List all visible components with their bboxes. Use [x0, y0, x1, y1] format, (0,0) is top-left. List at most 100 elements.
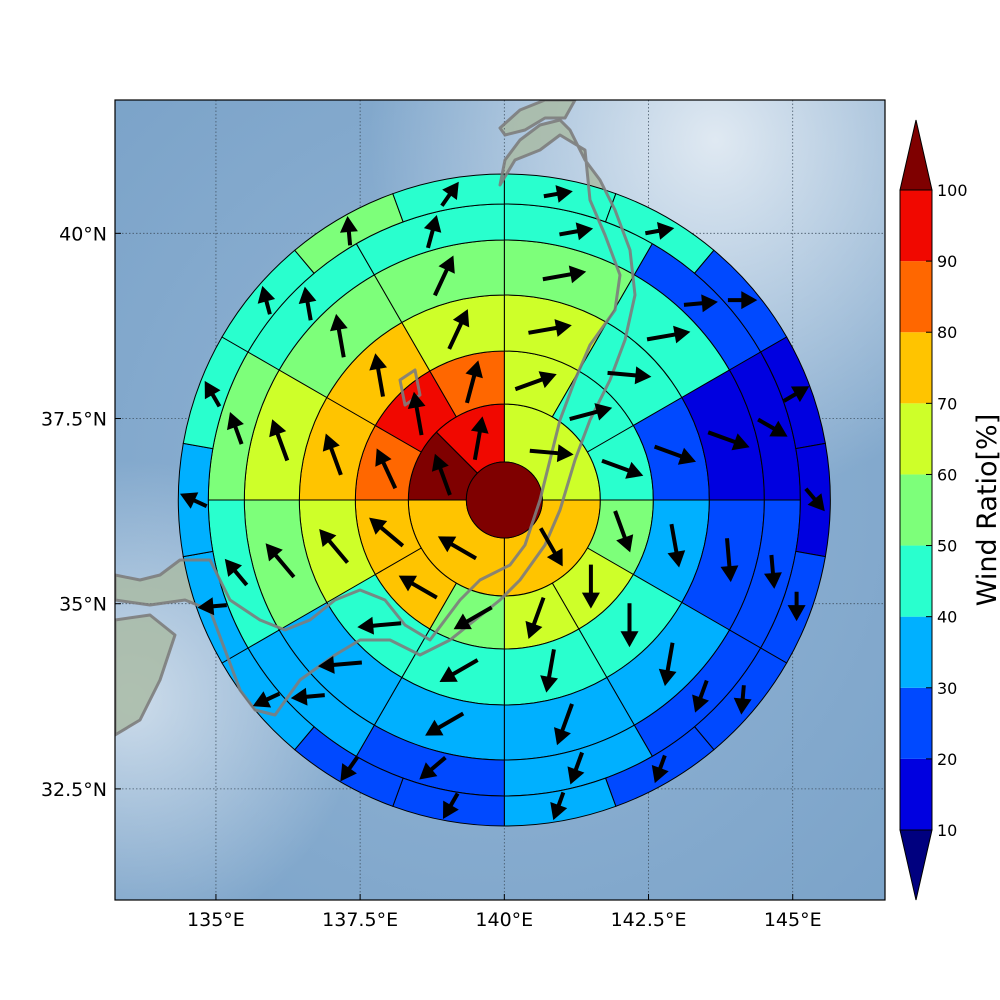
y-tick-label: 32.5°N — [41, 779, 107, 801]
map-frame — [114, 99, 886, 901]
ring-5-sector-5-wind-arrow — [692, 679, 709, 713]
ring-6-sector-4-wind-arrow — [782, 386, 810, 403]
ring-5-sector-1-wind-arrow — [559, 222, 594, 241]
ring-4-sector-5-wind-arrow — [658, 642, 677, 687]
ring-3-sector-4-wind-arrow — [667, 523, 686, 568]
ring-5-sector-12-wind-arrow — [423, 215, 442, 249]
y-tick-label: 35°N — [59, 594, 107, 616]
ring-3-sector-3-wind-arrow — [653, 444, 696, 465]
sector-cells — [177, 173, 831, 827]
ring-2-sector-3-wind-arrow — [601, 458, 644, 479]
ring-1-sector-4-wind-arrow — [431, 453, 452, 496]
ring-5-sector-7-wind-arrow — [419, 756, 447, 780]
ring-2-sector-4-wind-arrow — [613, 510, 634, 553]
colorbar-segment — [900, 190, 932, 262]
ring-1-sector-3-wind-arrow — [437, 536, 477, 561]
ring-3-sector-2-wind-arrow — [607, 366, 652, 385]
ring-1-sector-1-wind-arrow — [529, 444, 574, 463]
colorbar-segment — [900, 403, 932, 475]
ring-3-sector-5-wind-arrow — [620, 603, 639, 648]
ring-5-sector-9-wind-arrow — [224, 558, 249, 587]
ring-2-sector-6-wind-arrow — [525, 597, 546, 639]
ring-2-sector-7-wind-arrow — [453, 605, 493, 630]
ring-6-sector-13-wind-arrow — [197, 597, 227, 616]
land-hokkaido-coastline — [498, 100, 577, 137]
ring-4-sector-11-wind-arrow — [330, 313, 348, 358]
ring-2-sector-5-wind-arrow — [581, 564, 600, 609]
ring-2-sector-12-wind-arrow — [465, 360, 483, 404]
colorbar-segment — [900, 758, 932, 830]
land-hokkaido — [500, 100, 575, 135]
land-sado-coastline — [398, 368, 422, 407]
ring-2-sector-9-wind-arrow — [369, 517, 405, 548]
ring-2-sector-1-wind-arrow — [514, 371, 557, 392]
x-tick-label: 137.5°E — [322, 909, 398, 931]
colorbar-segment — [900, 687, 932, 759]
colorbar-tick-label: 60 — [937, 465, 957, 484]
ring-6-sector-3-wind-arrow — [727, 291, 758, 310]
colorbar-segment — [900, 261, 932, 333]
ring-6-sector-6-wind-arrow — [787, 591, 806, 622]
ring-6-sector-11-wind-arrow — [340, 756, 359, 782]
ring-6-sector-9-wind-arrow — [550, 791, 568, 821]
ring-6-sector-14-wind-arrow — [180, 492, 208, 509]
land-kii — [115, 615, 175, 735]
ring-4-sector-3-wind-arrow — [707, 430, 750, 451]
ring-4-sector-9-wind-arrow — [265, 543, 296, 579]
colorbar: 10 20 30 40 50 60 70 80 90 100 — [899, 119, 968, 901]
ring-4-sector-8-wind-arrow — [318, 656, 362, 674]
colorbar-tick-label: 90 — [937, 252, 957, 271]
ring-3-sector-10-wind-arrow — [322, 433, 343, 476]
ring-3-sector-6-wind-arrow — [540, 649, 558, 693]
ring-4-sector-2-wind-arrow — [646, 325, 691, 344]
x-tick-label: 145°E — [764, 909, 822, 931]
ring-3-sector-11-wind-arrow — [369, 353, 387, 397]
colorbar-segment — [900, 332, 932, 404]
ring-6-sector-16-wind-arrow — [257, 285, 276, 315]
colorbar-tick-label: 20 — [937, 750, 957, 769]
x-tick-label: 142.5°E — [611, 909, 687, 931]
ring-6-sector-15-wind-arrow — [204, 380, 222, 408]
ring-3-sector-8-wind-arrow — [357, 616, 402, 635]
colorbar-tick-label: 40 — [937, 608, 957, 627]
ring-5-sector-8-wind-arrow — [290, 687, 325, 706]
colorbar-extend-min — [899, 829, 933, 901]
colorbar-tick-label: 70 — [937, 394, 957, 413]
land-kii-coastline — [115, 613, 177, 737]
coastline-layer — [115, 100, 637, 737]
map-panel — [115, 100, 885, 900]
colorbar-extend-max — [899, 119, 933, 191]
x-axis-ticks: 135°E 137.5°E 140°E 142.5°E 145°E — [187, 894, 822, 931]
ring-6-sector-5-wind-arrow — [804, 487, 825, 512]
ring-5-sector-4-wind-arrow — [764, 554, 782, 589]
ring-6-sector-10-wind-arrow — [443, 792, 460, 819]
y-tick-label: 40°N — [59, 223, 107, 245]
ring-5-sector-3-wind-arrow — [757, 417, 788, 437]
colorbar-segment — [900, 545, 932, 617]
ring-6-sector-2-wind-arrow — [645, 222, 675, 240]
colorbar-tick-label: 80 — [937, 323, 957, 342]
ring-6-sector-8-wind-arrow — [651, 754, 669, 784]
ring-2-sector-8-wind-arrow — [398, 575, 438, 600]
ring-6-sector-7-wind-arrow — [733, 685, 752, 715]
ring-4-sector-12-wind-arrow — [433, 255, 455, 297]
center-cell — [465, 461, 543, 539]
ring-2-sector-10-wind-arrow — [375, 448, 398, 490]
colorbar-tick-label: 50 — [937, 537, 957, 556]
ring-6-sector-12-wind-arrow — [252, 691, 281, 708]
ring-2-sector-2-wind-arrow — [569, 403, 613, 421]
colorbar-tick-label: 30 — [937, 679, 957, 698]
ring-6-sector-18-wind-arrow — [440, 181, 459, 207]
ring-4-sector-7-wind-arrow — [425, 711, 465, 736]
ring-6-sector-1-wind-arrow — [543, 185, 573, 203]
ring-4-sector-1-wind-arrow — [542, 265, 587, 284]
ring-5-sector-11-wind-arrow — [298, 286, 317, 321]
colorbar-label: Wind Ratio[%] — [972, 414, 1000, 606]
ring-6-sector-17-wind-arrow — [340, 216, 358, 246]
colorbar-tick-label: 10 — [937, 821, 957, 840]
wind-arrows — [180, 181, 825, 821]
ring-4-sector-4-wind-arrow — [720, 538, 739, 583]
ring-3-sector-1-wind-arrow — [528, 319, 572, 337]
ring-1-sector-5-wind-arrow — [470, 416, 489, 461]
